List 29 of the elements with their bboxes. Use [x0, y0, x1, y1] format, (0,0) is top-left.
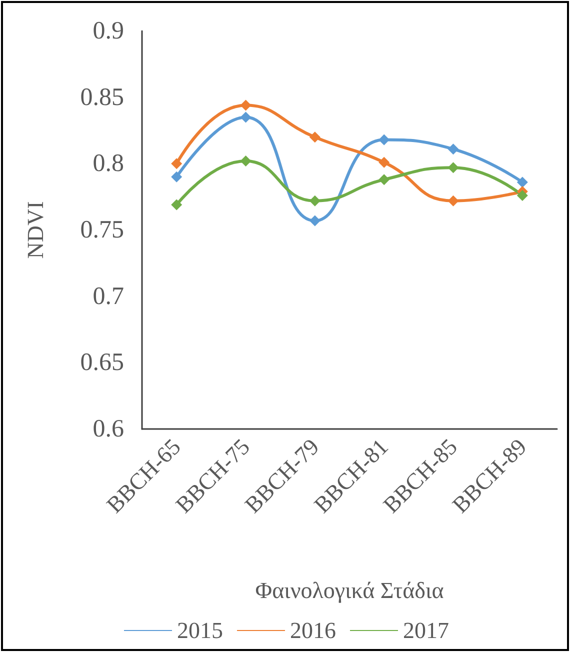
- y-tick-label: 0.65: [80, 349, 124, 376]
- x-axis-title: Φαινολογικά Στάδια: [255, 578, 444, 603]
- point: [240, 112, 252, 123]
- point: [448, 144, 459, 155]
- y-tick-label: 0.8: [92, 150, 124, 178]
- legend-label: 2015: [177, 618, 223, 643]
- point: [309, 215, 320, 226]
- point: [516, 176, 528, 188]
- point: [448, 162, 459, 174]
- legend-label: 2017: [403, 618, 449, 643]
- y-tick-label: 0.9: [92, 18, 124, 44]
- y-tick-label: 0.75: [80, 216, 124, 244]
- y-axis-title: NDVI: [23, 201, 48, 259]
- point: [240, 100, 252, 111]
- point: [309, 132, 320, 143]
- point: [171, 199, 182, 210]
- point: [309, 195, 320, 206]
- point: [378, 156, 390, 168]
- point: [448, 195, 459, 206]
- y-tick-label: 0.85: [80, 84, 124, 111]
- point: [171, 158, 182, 170]
- point: [171, 171, 182, 182]
- y-tick-label: 0.6: [92, 416, 124, 442]
- point: [378, 134, 390, 146]
- y-tick-label: 0.7: [92, 282, 124, 310]
- point: [516, 190, 528, 202]
- point: [378, 174, 390, 186]
- legend-label: 2016: [290, 618, 336, 643]
- point: [240, 156, 252, 167]
